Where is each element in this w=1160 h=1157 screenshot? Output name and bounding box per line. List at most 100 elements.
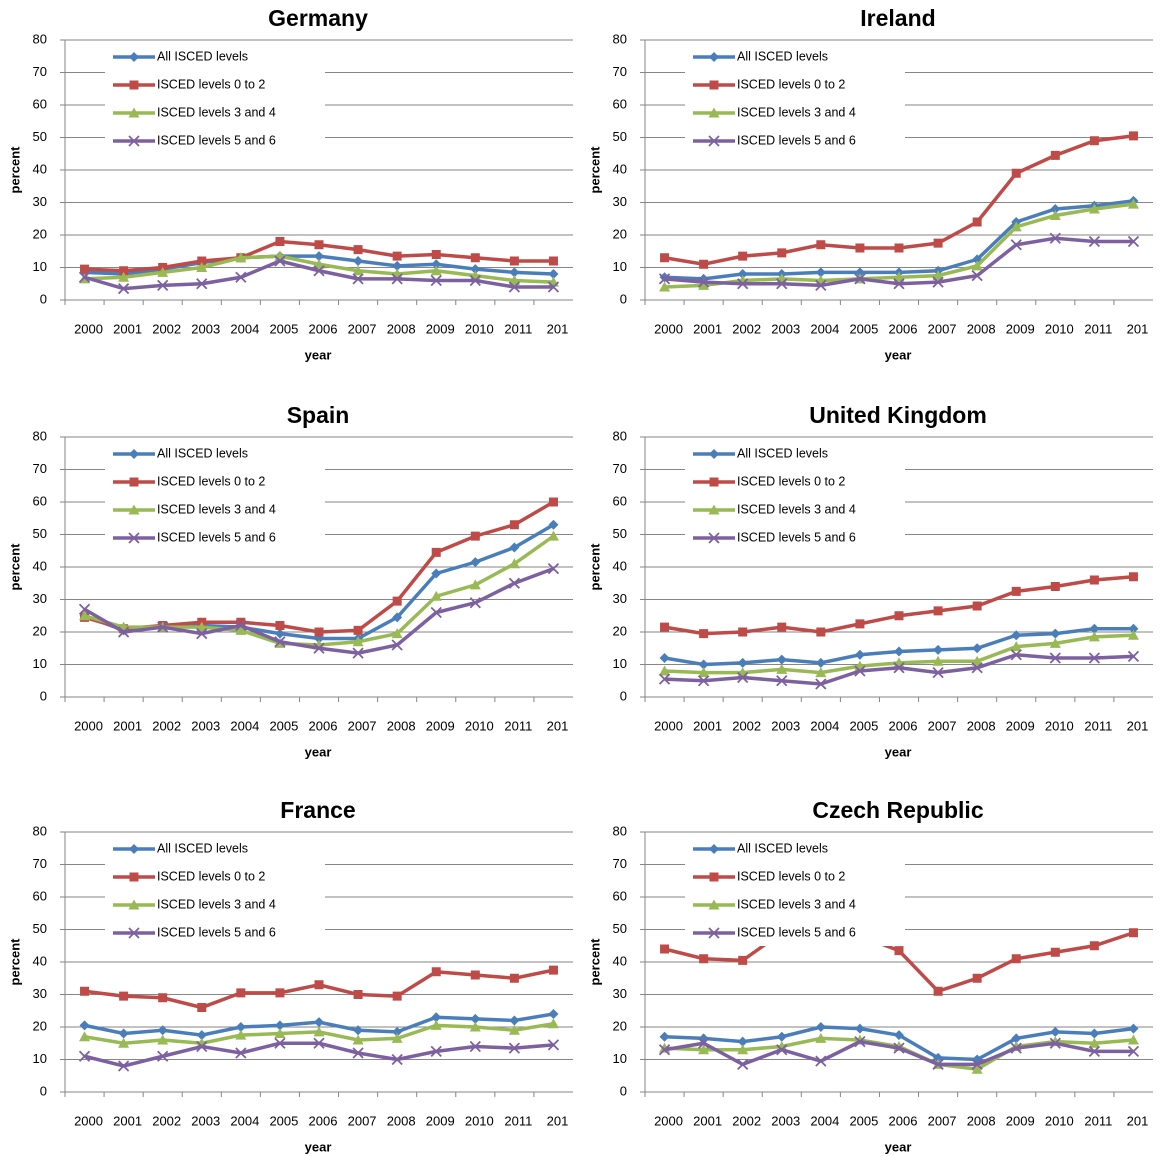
marker — [391, 1053, 403, 1066]
y-tick-label: 20 — [613, 226, 627, 241]
marker — [1128, 131, 1138, 141]
x-tick-label: 201 — [547, 1113, 569, 1128]
marker — [509, 520, 519, 530]
marker — [972, 217, 982, 227]
marker — [1088, 1045, 1101, 1058]
marker — [314, 980, 324, 990]
marker — [815, 1022, 826, 1032]
marker — [430, 265, 442, 276]
marker — [119, 266, 129, 276]
marker — [971, 260, 983, 271]
x-tick-label: 2009 — [1006, 718, 1035, 733]
y-tick-label: 50 — [33, 921, 47, 936]
legend-marker — [129, 80, 139, 90]
marker — [431, 250, 441, 259]
x-tick-label: 2006 — [889, 718, 918, 733]
y-tick-label: 70 — [33, 64, 47, 79]
x-tick-label: 2004 — [810, 1113, 839, 1128]
legend-marker — [128, 107, 140, 118]
marker — [855, 619, 865, 629]
x-tick-label: 201 — [547, 321, 569, 336]
x-tick-label: 2002 — [152, 321, 181, 336]
marker — [894, 646, 904, 657]
y-tick-label: 40 — [33, 953, 47, 968]
y-tick-label: 0 — [40, 291, 47, 306]
x-tick-label: 2004 — [230, 718, 259, 733]
marker — [391, 639, 403, 651]
x-tick-label: 2010 — [1045, 321, 1074, 336]
x-tick-label: 2007 — [348, 321, 377, 336]
marker — [737, 278, 749, 290]
marker — [158, 993, 168, 1003]
legend-marker — [709, 80, 719, 90]
y-axis-title: percent — [7, 938, 22, 986]
marker — [469, 597, 481, 609]
marker — [971, 1063, 983, 1074]
marker — [932, 276, 944, 288]
legend-marker — [129, 449, 139, 459]
x-tick-label: 2002 — [152, 718, 181, 733]
panel: Ireland 0 10 20 30 40 50 60 70 80 2000 2001 2002 2003… — [587, 5, 1153, 362]
y-tick-label: 60 — [33, 96, 47, 111]
marker — [971, 1058, 983, 1071]
marker — [776, 1031, 787, 1042]
marker — [509, 973, 519, 983]
y-tick-label: 0 — [620, 688, 627, 703]
x-tick-label: 2009 — [426, 718, 455, 733]
marker — [1049, 1037, 1061, 1049]
marker — [197, 1003, 207, 1012]
marker — [815, 267, 826, 278]
marker — [78, 271, 91, 283]
marker — [78, 603, 91, 615]
legend-marker — [708, 927, 720, 939]
marker — [932, 655, 944, 666]
legend-marker — [708, 135, 720, 147]
marker — [352, 1034, 364, 1045]
marker — [1127, 198, 1139, 209]
x-tick-label: 2000 — [654, 321, 683, 336]
y-tick-label: 30 — [613, 591, 627, 606]
x-tick-label: 2006 — [309, 1113, 338, 1128]
legend-label: ISCED levels 0 to 2 — [157, 77, 265, 91]
legend-marker — [128, 927, 140, 939]
x-tick-label: 2011 — [1084, 718, 1112, 733]
marker — [470, 557, 481, 568]
marker — [79, 610, 91, 621]
marker — [659, 1031, 670, 1042]
legend-label: All ISCED levels — [737, 49, 828, 63]
marker — [157, 621, 169, 633]
x-tick-label: 2008 — [387, 718, 416, 733]
x-tick-label: 201 — [1127, 718, 1149, 733]
x-tick-label: 2008 — [967, 1113, 996, 1128]
y-tick-label: 0 — [40, 1083, 47, 1098]
x-tick-label: 2004 — [230, 1113, 259, 1128]
x-tick-label: 2010 — [465, 718, 494, 733]
marker — [1011, 1033, 1022, 1044]
marker — [196, 1030, 207, 1041]
marker — [391, 273, 403, 285]
marker — [776, 654, 787, 665]
x-tick-label: 2006 — [889, 1113, 918, 1128]
legend-marker — [128, 899, 140, 910]
x-tick-label: 2009 — [426, 321, 455, 336]
y-tick-label: 40 — [613, 558, 627, 573]
legend-marker — [129, 844, 139, 854]
x-tick-label: 2000 — [654, 718, 683, 733]
marker — [157, 1025, 168, 1036]
y-tick-label: 10 — [613, 259, 627, 274]
y-tick-label: 20 — [33, 1018, 47, 1033]
legend-label: ISCED levels 0 to 2 — [737, 474, 845, 488]
marker — [1127, 650, 1140, 663]
legend-box — [105, 441, 325, 551]
marker — [508, 1042, 521, 1054]
marker — [1089, 575, 1099, 585]
marker — [235, 619, 247, 632]
legend-label: All ISCED levels — [157, 841, 248, 855]
marker — [392, 991, 402, 1001]
y-tick-label: 80 — [613, 823, 627, 838]
marker — [933, 238, 943, 248]
marker — [314, 1017, 324, 1028]
legend-box — [685, 441, 905, 551]
marker — [1010, 649, 1022, 661]
marker — [1050, 150, 1060, 160]
